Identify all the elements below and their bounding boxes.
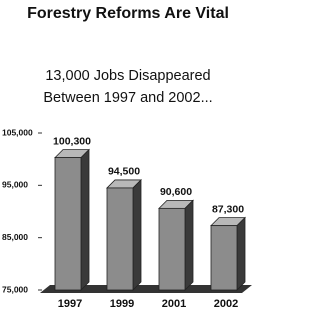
value-label: 100,300 (53, 135, 91, 147)
value-label: 90,600 (160, 186, 192, 198)
bar (54, 157, 82, 291)
chart-subtitle: 13,000 Jobs Disappeared (45, 68, 210, 84)
value-label: 94,500 (108, 166, 140, 178)
value-label: 87,300 (212, 203, 244, 215)
y-tick-label: 105,000 (2, 127, 33, 137)
bar (106, 187, 134, 291)
x-tick-label: 2002 (214, 298, 238, 310)
x-tick-label: 2001 (162, 298, 186, 310)
bar-side (184, 199, 194, 291)
chart-title: Forestry Reforms Are Vital (27, 5, 229, 22)
bar (210, 225, 238, 291)
y-tick-label: 85,000 (2, 232, 28, 242)
x-tick-label: 1999 (110, 298, 134, 310)
y-tick-label: 75,000 (2, 284, 28, 294)
page: {"chart_data": {"type": "bar", "title": … (2, 5, 252, 310)
bar-side (80, 148, 90, 291)
chart: Forestry Reforms Are Vital 13,000 Jobs D… (2, 5, 252, 310)
bar-side (132, 178, 142, 291)
floor (40, 285, 252, 293)
bar (158, 207, 186, 291)
y-tick-label: 95,000 (2, 180, 28, 190)
chart-subtitle: Between 1997 and 2002... (43, 90, 212, 106)
bar-side (236, 216, 246, 291)
x-tick-label: 1997 (58, 298, 82, 310)
